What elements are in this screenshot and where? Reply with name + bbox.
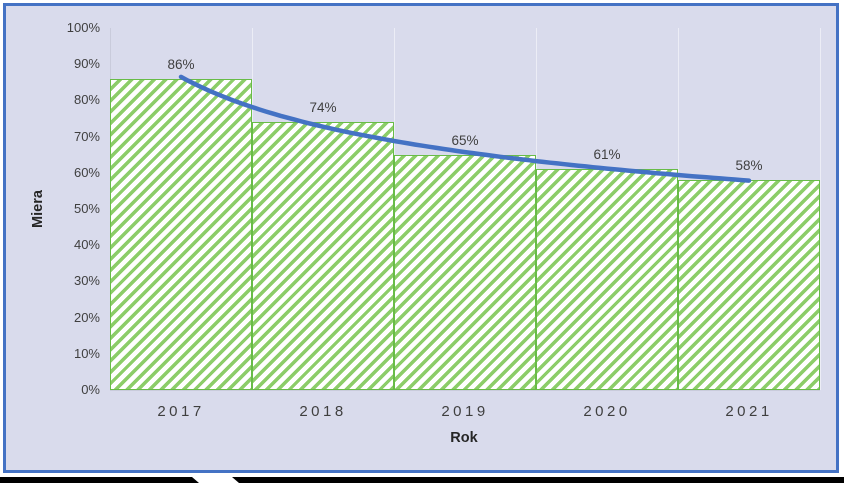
bottom-rule-right bbox=[232, 477, 844, 483]
x-axis-title: Rok bbox=[450, 430, 478, 446]
excel-chart-frame[interactable] bbox=[3, 3, 839, 473]
y-axis-title: Miera bbox=[30, 190, 46, 228]
bottom-rule-left bbox=[0, 477, 199, 483]
